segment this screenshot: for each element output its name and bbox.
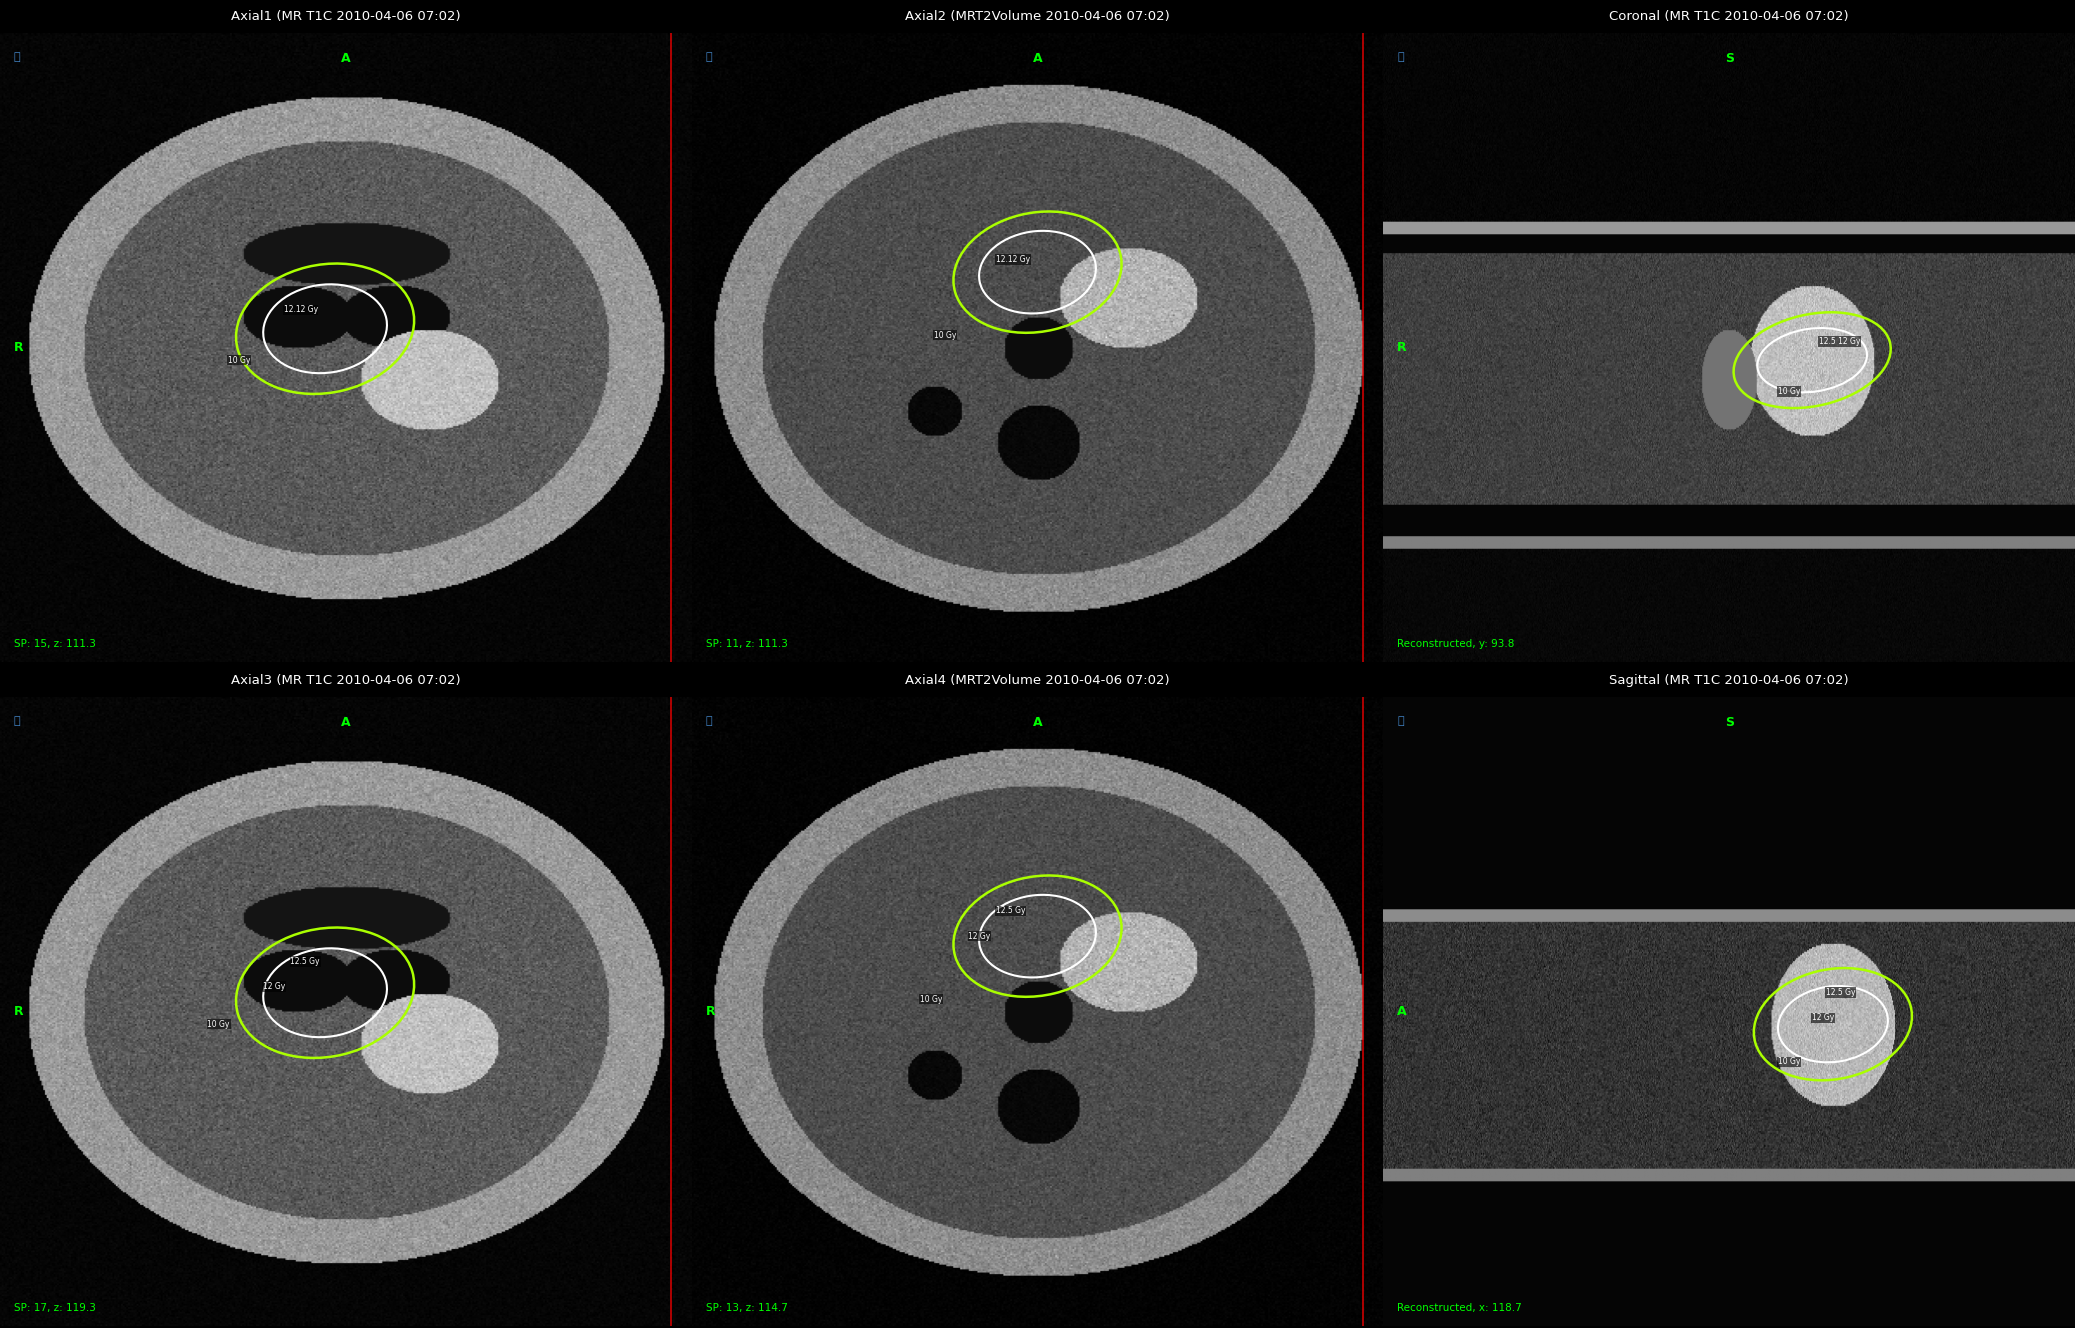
- Text: 🔒: 🔒: [15, 716, 21, 726]
- Text: A: A: [1033, 716, 1042, 729]
- Text: SP: 13, z: 114.7: SP: 13, z: 114.7: [706, 1303, 786, 1313]
- Text: R: R: [15, 341, 23, 355]
- Text: 12.12 Gy: 12.12 Gy: [996, 255, 1029, 264]
- Text: Sagittal (MR T1C 2010-04-06 07:02): Sagittal (MR T1C 2010-04-06 07:02): [1610, 675, 1849, 687]
- Text: 🔒: 🔒: [706, 52, 712, 62]
- Text: 12.5 Gy: 12.5 Gy: [1826, 988, 1855, 997]
- Text: S: S: [1724, 716, 1735, 729]
- Text: 10 Gy: 10 Gy: [1778, 388, 1799, 396]
- Text: 10 Gy: 10 Gy: [208, 1020, 230, 1029]
- Text: 🔒: 🔒: [1396, 716, 1405, 726]
- Text: 🔒: 🔒: [706, 716, 712, 726]
- Text: 🔒: 🔒: [15, 52, 21, 62]
- Text: Axial4 (MRT2Volume 2010-04-06 07:02): Axial4 (MRT2Volume 2010-04-06 07:02): [905, 675, 1170, 687]
- Text: A: A: [1396, 1005, 1407, 1019]
- Text: R: R: [1396, 341, 1407, 355]
- Text: Axial2 (MRT2Volume 2010-04-06 07:02): Axial2 (MRT2Volume 2010-04-06 07:02): [905, 11, 1170, 23]
- Text: Coronal (MR T1C 2010-04-06 07:02): Coronal (MR T1C 2010-04-06 07:02): [1610, 11, 1849, 23]
- Text: Axial3 (MR T1C 2010-04-06 07:02): Axial3 (MR T1C 2010-04-06 07:02): [230, 675, 461, 687]
- Text: SP: 11, z: 111.3: SP: 11, z: 111.3: [706, 639, 786, 649]
- Text: Reconstructed, x: 118.7: Reconstructed, x: 118.7: [1396, 1303, 1521, 1313]
- Text: A: A: [340, 716, 351, 729]
- Text: Axial1 (MR T1C 2010-04-06 07:02): Axial1 (MR T1C 2010-04-06 07:02): [230, 11, 461, 23]
- Text: S: S: [1724, 52, 1735, 65]
- Text: A: A: [340, 52, 351, 65]
- Text: SP: 17, z: 119.3: SP: 17, z: 119.3: [15, 1303, 95, 1313]
- Text: 12 Gy: 12 Gy: [264, 981, 284, 991]
- Text: 12 Gy: 12 Gy: [1811, 1013, 1834, 1023]
- Text: Reconstructed, y: 93.8: Reconstructed, y: 93.8: [1396, 639, 1515, 649]
- Text: 10 Gy: 10 Gy: [919, 995, 942, 1004]
- Text: R: R: [15, 1005, 23, 1019]
- Text: 12.5 Gy: 12.5 Gy: [290, 956, 320, 965]
- Text: 12.5 12 Gy: 12.5 12 Gy: [1820, 337, 1861, 345]
- Text: 12.5 Gy: 12.5 Gy: [996, 907, 1025, 915]
- Text: 12 Gy: 12 Gy: [969, 932, 990, 940]
- Text: A: A: [1033, 52, 1042, 65]
- Text: 🔒: 🔒: [1396, 52, 1405, 62]
- Text: 10 Gy: 10 Gy: [934, 331, 957, 340]
- Text: 10 Gy: 10 Gy: [1778, 1057, 1799, 1066]
- Text: 10 Gy: 10 Gy: [228, 356, 251, 365]
- Text: R: R: [706, 1005, 716, 1019]
- Text: 12.12 Gy: 12.12 Gy: [284, 305, 317, 315]
- Text: SP: 15, z: 111.3: SP: 15, z: 111.3: [15, 639, 95, 649]
